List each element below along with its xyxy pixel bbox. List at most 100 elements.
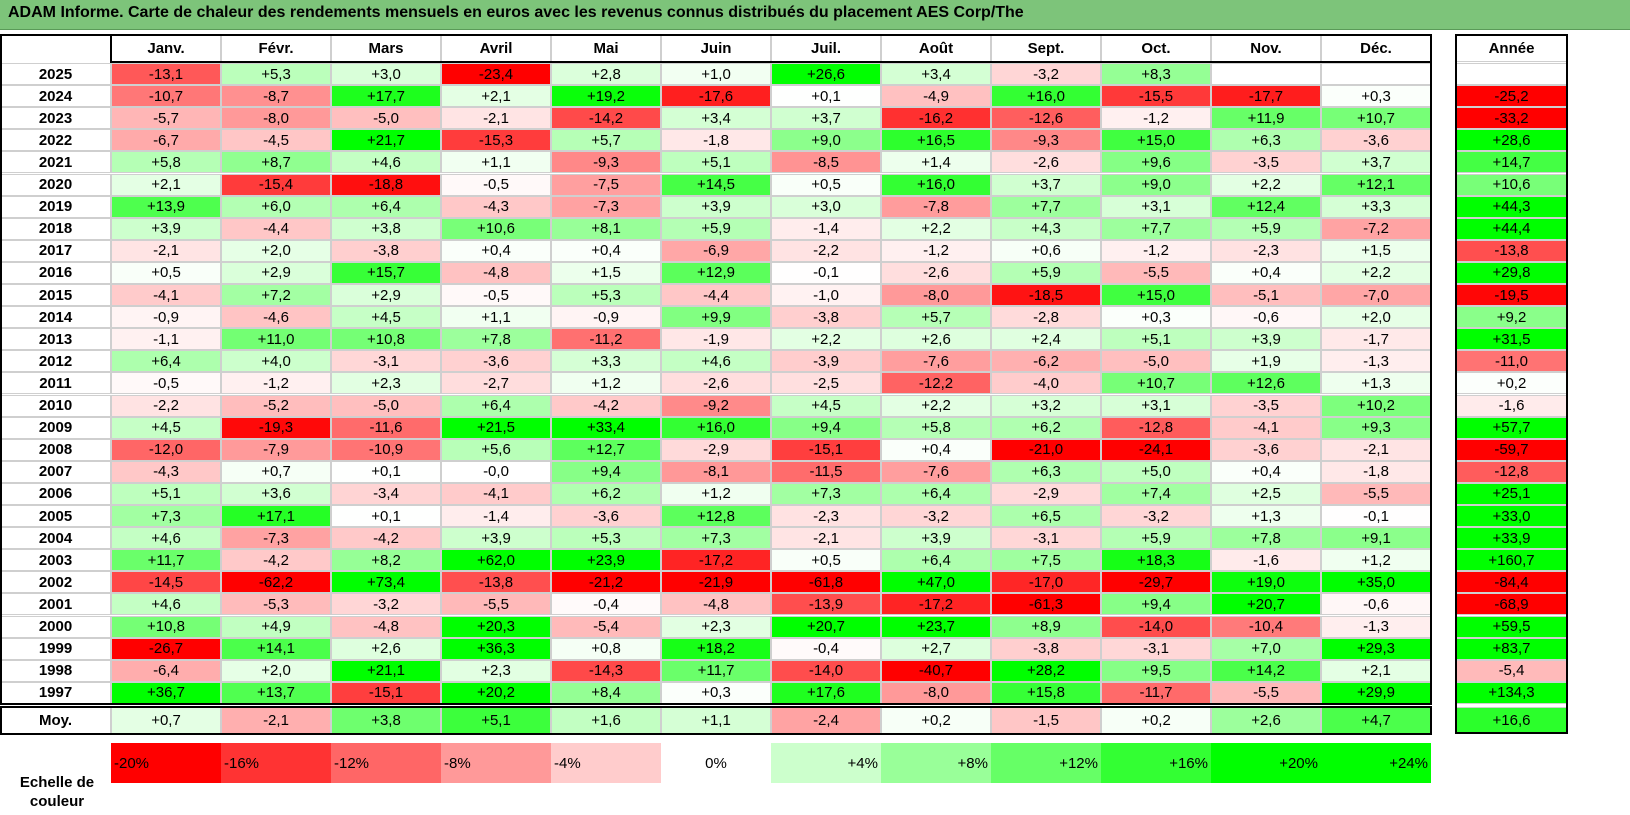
month-header: Déc. — [1321, 35, 1431, 62]
year-label: 2017 — [0, 239, 111, 262]
heatmap-cell: +7,2 — [221, 284, 331, 307]
heatmap-cell: +7,4 — [1101, 482, 1211, 505]
heatmap-cell: +5,1 — [1101, 328, 1211, 351]
heatmap-cell: -3,2 — [1101, 505, 1211, 528]
heatmap-cell: +14,5 — [661, 173, 771, 196]
heatmap-cell: +0,4 — [1211, 460, 1321, 483]
heatmap-cell: +0,3 — [1321, 85, 1431, 108]
heatmap-cell: -2,9 — [661, 438, 771, 461]
year-label: 2012 — [0, 350, 111, 373]
average-cell: +0,2 — [881, 706, 991, 734]
heatmap-cell: +3,3 — [551, 350, 661, 373]
heatmap-cell: +18,3 — [1101, 549, 1211, 572]
heatmap-cell: -0,9 — [551, 306, 661, 329]
heatmap-cell: +2,2 — [881, 394, 991, 417]
heatmap-cell: -0,5 — [441, 284, 551, 307]
heatmap-cell: -1,3 — [1321, 350, 1431, 373]
heatmap-cell: +1,1 — [441, 306, 551, 329]
heatmap-cell: -1,1 — [111, 328, 221, 351]
heatmap-cell: +23,7 — [881, 615, 991, 638]
annual-cell: -68,9 — [1456, 593, 1567, 616]
heatmap-cell: +15,8 — [991, 681, 1101, 704]
heatmap-cell: +12,9 — [661, 261, 771, 284]
average-cell: +1,1 — [661, 706, 771, 734]
heatmap-cell: +19,0 — [1211, 571, 1321, 594]
average-cell: -2,1 — [221, 706, 331, 734]
heatmap-cell: -8,0 — [881, 681, 991, 704]
heatmap-cell: +0,1 — [331, 460, 441, 483]
heatmap-cell: +2,1 — [1321, 659, 1431, 682]
heatmap-cell: -0,1 — [771, 261, 881, 284]
heatmap-cell: -1,2 — [1101, 239, 1211, 262]
heatmap-cell: +20,7 — [771, 615, 881, 638]
heatmap-cell: +0,3 — [1101, 306, 1211, 329]
heatmap-cell: +9,3 — [1321, 416, 1431, 439]
heatmap-cell: +21,1 — [331, 659, 441, 682]
annual-cell: +160,7 — [1456, 549, 1567, 572]
heatmap-cell: -1,0 — [771, 284, 881, 307]
heatmap-cell: +36,3 — [441, 637, 551, 660]
heatmap-cell: -4,9 — [881, 85, 991, 108]
heatmap-cell: +19,2 — [551, 85, 661, 108]
heatmap-cell: -4,8 — [661, 593, 771, 616]
heatmap-cell: -1,2 — [221, 372, 331, 395]
heatmap-cell: +1,0 — [661, 63, 771, 86]
heatmap-cell: +3,2 — [991, 394, 1101, 417]
year-label: 1999 — [0, 637, 111, 660]
heatmap-cell: +2,0 — [1321, 306, 1431, 329]
year-label: 2005 — [0, 505, 111, 528]
heatmap-cell: +16,5 — [881, 129, 991, 152]
title-bar: ADAM Informe. Carte de chaleur des rende… — [0, 0, 1630, 30]
annual-cell: -5,4 — [1456, 659, 1567, 682]
annual-header: Année — [1456, 35, 1567, 62]
heatmap-cell: +3,7 — [991, 173, 1101, 196]
heatmap-cell: -12,2 — [881, 372, 991, 395]
heatmap-cell: -5,2 — [221, 394, 331, 417]
year-label: 2019 — [0, 195, 111, 218]
heatmap-cell: +9,6 — [1101, 151, 1211, 174]
year-label: 2006 — [0, 482, 111, 505]
heatmap-cell: +4,5 — [771, 394, 881, 417]
heatmap-cell: -14,0 — [771, 659, 881, 682]
heatmap-cell: +3,9 — [1211, 328, 1321, 351]
color-scale-swatch: 0% — [661, 743, 771, 783]
heatmap-cell: +21,5 — [441, 416, 551, 439]
year-label: 2025 — [0, 63, 111, 86]
heatmap-cell: -13,9 — [771, 593, 881, 616]
heatmap-cell: +0,5 — [111, 261, 221, 284]
heatmap-cell: +1,5 — [1321, 239, 1431, 262]
month-header: Nov. — [1211, 35, 1321, 62]
heatmap-cell: +2,3 — [441, 659, 551, 682]
heatmap-cell: +6,5 — [991, 505, 1101, 528]
heatmap-cell: +2,2 — [771, 328, 881, 351]
heatmap-cell: +14,1 — [221, 637, 331, 660]
heatmap-cell: +6,2 — [551, 482, 661, 505]
average-cell: +5,1 — [441, 706, 551, 734]
heatmap-cell: +2,2 — [1211, 173, 1321, 196]
year-label: 2023 — [0, 107, 111, 130]
heatmap-cell: -3,2 — [991, 63, 1101, 86]
month-header: Févr. — [221, 35, 331, 62]
year-label: 2011 — [0, 372, 111, 395]
heatmap-cell: -3,1 — [991, 527, 1101, 550]
annual-cell: -13,8 — [1456, 239, 1567, 262]
heatmap-cell: +3,1 — [1101, 394, 1211, 417]
heatmap-cell: -40,7 — [881, 659, 991, 682]
heatmap-cell: +6,4 — [331, 195, 441, 218]
chart-title: ADAM Informe. Carte de chaleur des rende… — [8, 4, 1024, 21]
heatmap-cell: +1,9 — [1211, 350, 1321, 373]
month-header: Juin — [661, 35, 771, 62]
heatmap-cell: +5,8 — [881, 416, 991, 439]
heatmap-cell: -3,8 — [331, 239, 441, 262]
year-label: 2003 — [0, 549, 111, 572]
heatmap-cell: -5,5 — [1211, 681, 1321, 704]
heatmap-cell: +2,5 — [1211, 482, 1321, 505]
heatmap-cell: -5,0 — [331, 394, 441, 417]
heatmap-cell: -3,6 — [551, 505, 661, 528]
heatmap-cell: -1,8 — [661, 129, 771, 152]
heatmap-cell: +6,0 — [221, 195, 331, 218]
heatmap-cell: +7,3 — [661, 527, 771, 550]
heatmap-cell: -13,8 — [441, 571, 551, 594]
heatmap-cell: +2,3 — [331, 372, 441, 395]
heatmap-cell: -3,5 — [1211, 151, 1321, 174]
